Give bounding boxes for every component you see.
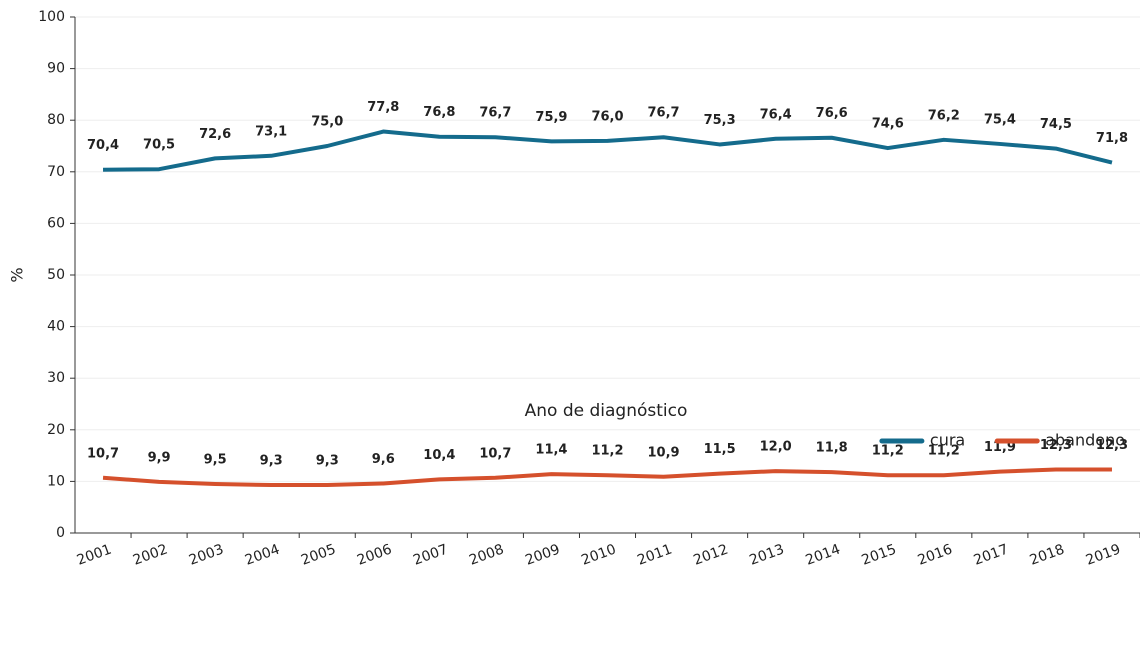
value-label: 75,3 <box>704 113 736 128</box>
value-label: 9,3 <box>260 454 283 469</box>
y-tick-label: 60 <box>47 215 65 231</box>
value-label: 12,3 <box>1040 438 1072 453</box>
value-label: 76,2 <box>928 108 960 123</box>
x-tick-label: 2010 <box>579 541 618 568</box>
value-label: 11,5 <box>704 442 736 457</box>
value-label: 9,9 <box>148 450 171 465</box>
value-label: 10,4 <box>423 448 455 463</box>
y-tick-label: 20 <box>47 422 65 438</box>
x-tick-label: 2006 <box>355 541 394 568</box>
value-label: 76,0 <box>591 109 623 124</box>
value-label: 76,7 <box>648 106 680 121</box>
value-label: 10,9 <box>648 445 680 460</box>
y-tick-label: 70 <box>47 164 65 180</box>
x-tick-label: 2018 <box>1028 541 1067 568</box>
value-label: 76,8 <box>423 105 455 120</box>
x-axis-label: Ano de diagnóstico <box>525 401 688 421</box>
y-tick-label: 40 <box>47 319 65 335</box>
x-tick-label: 2013 <box>747 541 786 568</box>
x-tick-label: 2019 <box>1084 541 1123 568</box>
value-label: 76,7 <box>479 106 511 121</box>
y-tick-label: 50 <box>47 267 65 283</box>
x-tick-label: 2011 <box>635 541 674 568</box>
value-label: 77,8 <box>367 100 399 115</box>
value-label: 75,0 <box>311 115 343 130</box>
value-label: 72,6 <box>199 127 231 142</box>
value-label: 73,1 <box>255 124 287 139</box>
x-tick-label: 2015 <box>860 541 899 568</box>
value-label: 9,3 <box>316 454 339 469</box>
value-label: 75,9 <box>535 110 567 125</box>
value-label: 12,0 <box>760 440 792 455</box>
y-axis-label: % <box>8 267 27 282</box>
value-label: 74,5 <box>1040 117 1072 132</box>
x-tick-label: 2008 <box>467 541 506 568</box>
y-tick-label: 80 <box>47 112 65 128</box>
x-tick-label: 2002 <box>131 541 170 568</box>
value-label: 74,6 <box>872 117 904 132</box>
x-tick-label: 2007 <box>411 541 450 568</box>
value-label: 11,2 <box>928 444 960 459</box>
x-tick-label: 2014 <box>803 541 842 568</box>
value-label: 71,8 <box>1096 131 1128 146</box>
value-label: 76,4 <box>760 107 792 122</box>
value-label: 76,6 <box>816 106 848 121</box>
value-label: 11,2 <box>591 444 623 459</box>
y-tick-label: 30 <box>47 370 65 386</box>
x-tick-label: 2016 <box>916 541 955 568</box>
y-tick-label: 100 <box>38 9 65 25</box>
y-tick-label: 90 <box>47 61 65 77</box>
value-label: 9,5 <box>204 452 227 467</box>
value-label: 70,5 <box>143 138 175 153</box>
y-tick-label: 0 <box>56 525 65 541</box>
legend-label: abandono <box>1045 431 1125 450</box>
value-label: 11,8 <box>816 441 848 456</box>
x-tick-label: 2003 <box>187 541 226 568</box>
value-label: 10,7 <box>479 446 511 461</box>
value-label: 11,2 <box>872 444 904 459</box>
value-label: 11,4 <box>535 443 567 458</box>
value-label: 75,4 <box>984 112 1016 127</box>
value-label: 9,6 <box>372 452 395 467</box>
x-tick-label: 2004 <box>243 541 282 568</box>
x-tick-label: 2009 <box>523 541 562 568</box>
series-line <box>102 467 1112 488</box>
x-tick-label: 2001 <box>75 541 114 568</box>
y-tick-label: 10 <box>47 473 65 489</box>
x-tick-label: 2012 <box>691 541 730 568</box>
value-label: 70,4 <box>87 138 119 153</box>
value-label: 12,3 <box>1096 438 1128 453</box>
x-tick-label: 2017 <box>972 541 1011 568</box>
value-label: 11,9 <box>984 440 1016 455</box>
value-label: 10,7 <box>87 446 119 461</box>
x-tick-label: 2005 <box>299 541 338 568</box>
series-line <box>103 129 1113 172</box>
legend-label: cura <box>930 431 965 450</box>
